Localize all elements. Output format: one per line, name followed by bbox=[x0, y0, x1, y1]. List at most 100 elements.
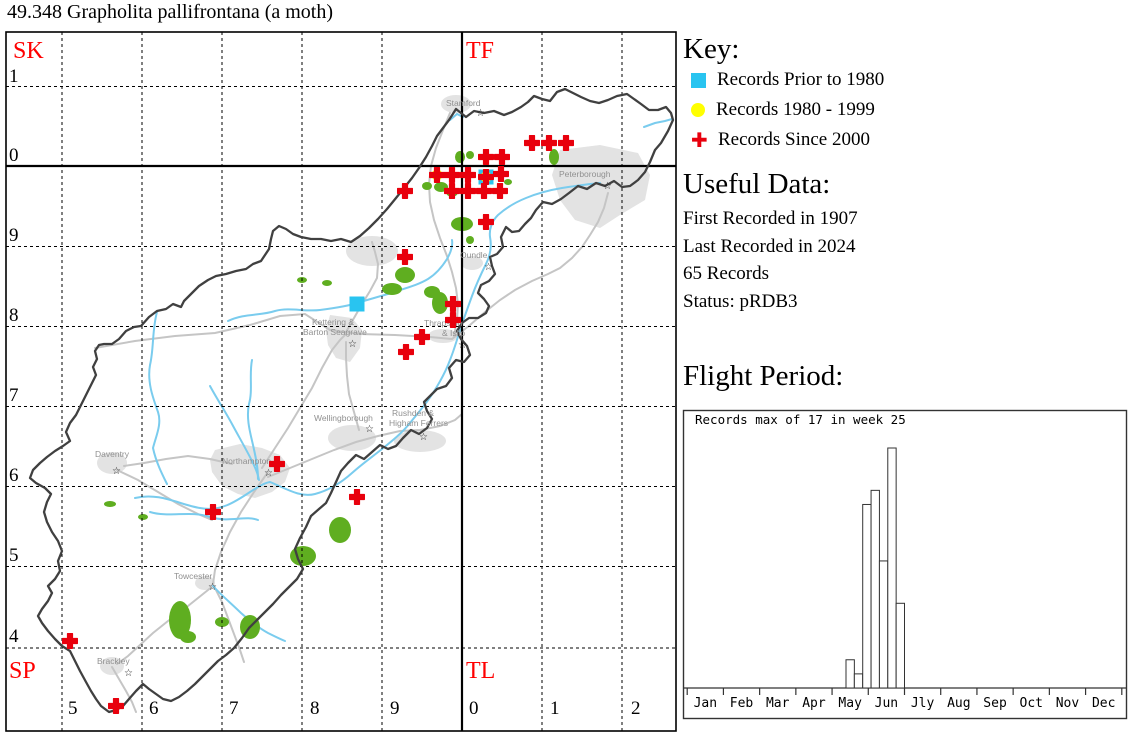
col-label-2: 2 bbox=[631, 698, 641, 719]
row-label-8: 8 bbox=[9, 305, 19, 326]
grid-letter-SK: SK bbox=[13, 38, 44, 64]
town-label: Oundle bbox=[460, 250, 488, 260]
record-cross-marker bbox=[398, 344, 414, 360]
record-cross-marker bbox=[541, 135, 557, 151]
month-label-Jan: Jan bbox=[694, 696, 717, 711]
town-label: Higham Ferrers bbox=[389, 418, 448, 428]
grid-letter-TL: TL bbox=[466, 658, 495, 684]
last-recorded: Last Recorded in 2024 bbox=[683, 235, 856, 257]
row-label-6: 6 bbox=[9, 465, 19, 486]
record-cross-marker bbox=[429, 167, 445, 183]
record-cross-marker bbox=[205, 504, 221, 520]
record-square-marker bbox=[349, 296, 365, 312]
town-star-icon: ☆ bbox=[112, 466, 121, 477]
record-cross-marker bbox=[444, 183, 460, 199]
record-cross-marker bbox=[493, 166, 509, 182]
town-label: Peterborough bbox=[559, 169, 611, 179]
record-cross-marker bbox=[444, 167, 460, 183]
record-cross-marker bbox=[108, 698, 124, 714]
month-label-Sep: Sep bbox=[983, 696, 1007, 711]
town-label: Kettering & bbox=[312, 317, 354, 327]
town-star-icon: ☆ bbox=[348, 339, 357, 350]
record-cross-marker bbox=[524, 135, 540, 151]
yellow-circle-icon bbox=[691, 103, 705, 117]
record-cross-marker bbox=[478, 214, 494, 230]
month-label-Mar: Mar bbox=[766, 696, 790, 711]
flight-week-bar bbox=[853, 673, 864, 689]
record-cross-marker bbox=[445, 296, 461, 312]
row-label-0: 0 bbox=[9, 145, 19, 166]
key-heading: Key: bbox=[683, 33, 740, 65]
month-label-Jly: Jly bbox=[911, 696, 935, 711]
status: Status: pRDB3 bbox=[683, 290, 798, 312]
key-item-1980-1999: Records 1980 - 1999 bbox=[683, 95, 884, 125]
record-cross-marker bbox=[558, 135, 574, 151]
row-label-9: 9 bbox=[9, 225, 19, 246]
town-star-icon: ☆ bbox=[476, 108, 485, 119]
first-recorded: First Recorded in 1907 bbox=[683, 208, 858, 229]
county-boundary bbox=[28, 87, 675, 714]
record-cross-marker bbox=[62, 633, 78, 649]
town-star-icon: ☆ bbox=[264, 468, 273, 479]
month-label-Apr: Apr bbox=[802, 696, 826, 711]
col-label-6: 6 bbox=[149, 698, 159, 719]
page-title: 49.348 Grapholita pallifrontana (a moth) bbox=[7, 1, 334, 23]
month-label-Feb: Feb bbox=[730, 696, 754, 711]
key-item-prior-1980: Records Prior to 1980 bbox=[683, 65, 884, 95]
chart-month-axis: Jan Feb Mar Apr May Jun Jly Aug Sep Oct Nov Dec bbox=[686, 688, 1123, 711]
town-labels: Stamford☆Peterborough☆Oundle☆Kettering &… bbox=[95, 98, 612, 679]
cyan-square-icon bbox=[691, 72, 706, 88]
map-grid bbox=[5, 31, 677, 732]
urban-areas bbox=[97, 95, 650, 675]
flight-week-bar bbox=[870, 489, 880, 689]
chart-bars bbox=[845, 447, 906, 689]
key-item-since-2000: ✚ Records Since 2000 bbox=[683, 125, 884, 155]
red-cross-icon: ✚ bbox=[691, 127, 708, 152]
month-label-Aug: Aug bbox=[947, 696, 970, 711]
record-cross-marker bbox=[460, 183, 476, 199]
record-cross-marker bbox=[397, 183, 413, 199]
record-cross-marker bbox=[349, 489, 365, 505]
record-cross-marker bbox=[460, 167, 476, 183]
row-label-7: 7 bbox=[9, 385, 19, 406]
flight-week-bar bbox=[862, 503, 872, 689]
month-label-Dec: Dec bbox=[1092, 696, 1115, 711]
flight-week-bar bbox=[887, 447, 897, 689]
col-label-5: 5 bbox=[68, 698, 78, 719]
town-star-icon: ☆ bbox=[603, 181, 612, 192]
flight-week-bar bbox=[845, 659, 855, 689]
town-star-icon: ☆ bbox=[419, 432, 428, 443]
record-cross-marker bbox=[414, 329, 430, 345]
record-cross-marker bbox=[478, 169, 494, 185]
col-label-7: 7 bbox=[229, 698, 239, 719]
row-label-4: 4 bbox=[9, 626, 19, 647]
month-label-Nov: Nov bbox=[1056, 696, 1080, 711]
record-cross-marker bbox=[476, 183, 492, 199]
month-label-Oct: Oct bbox=[1020, 696, 1043, 711]
flight-period-panel: Flight Period: bbox=[683, 360, 843, 392]
town-label: Barton Seagrave bbox=[303, 327, 367, 337]
col-label-8: 8 bbox=[310, 698, 320, 719]
town-star-icon: ☆ bbox=[208, 582, 217, 593]
key-item-label: Records 1980 - 1999 bbox=[716, 99, 875, 120]
record-count: 65 Records bbox=[683, 263, 770, 284]
col-label-0: 0 bbox=[469, 698, 479, 719]
key-panel: Key: Records Prior to 1980 Records 1980 … bbox=[683, 33, 884, 155]
grid-letter-SP: SP bbox=[9, 658, 36, 684]
town-label: & Islip bbox=[442, 328, 465, 338]
key-item-label: Records Prior to 1980 bbox=[717, 69, 885, 90]
town-label: Northampton bbox=[222, 456, 271, 466]
town-label: Brackley bbox=[97, 656, 130, 666]
record-markers bbox=[62, 135, 574, 714]
useful-data-heading: Useful Data: bbox=[683, 168, 831, 200]
month-label-May: May bbox=[838, 696, 862, 711]
month-label-Jun: Jun bbox=[875, 696, 898, 711]
town-label: Daventry bbox=[95, 449, 130, 459]
col-label-1: 1 bbox=[550, 698, 560, 719]
row-label-1: 1 bbox=[9, 66, 19, 87]
useful-data-panel: Useful Data: First Recorded in 1907 Last… bbox=[683, 168, 858, 315]
record-cross-marker bbox=[269, 456, 285, 472]
